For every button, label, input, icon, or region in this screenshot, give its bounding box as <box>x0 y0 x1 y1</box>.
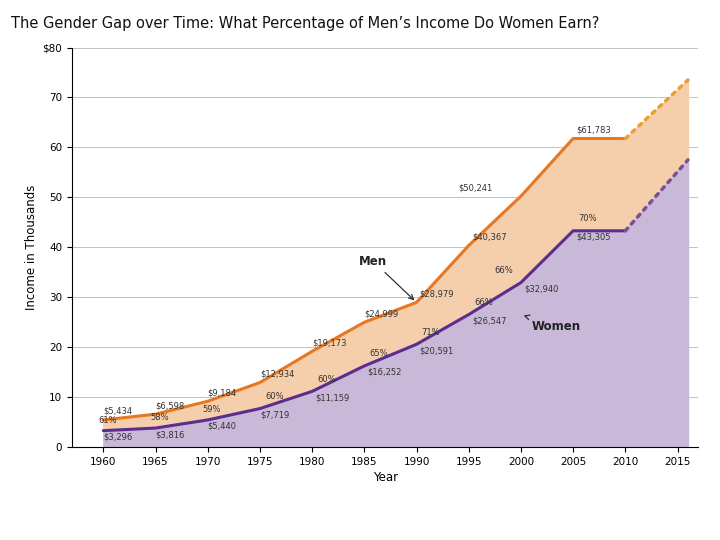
Text: 66%: 66% <box>474 298 492 307</box>
Text: PEARSON: PEARSON <box>613 511 709 530</box>
Text: 58%: 58% <box>150 413 169 422</box>
Text: $24,999: $24,999 <box>364 309 399 318</box>
Text: $5,440: $5,440 <box>208 422 237 431</box>
Text: 61%: 61% <box>98 416 117 424</box>
Text: 66%: 66% <box>495 266 513 275</box>
Text: 60%: 60% <box>265 392 284 401</box>
Text: The Gender Gap over Time: What Percentage of Men’s Income Do Women Earn?: The Gender Gap over Time: What Percentag… <box>11 16 599 31</box>
Text: 71%: 71% <box>422 328 441 337</box>
Text: $20,591: $20,591 <box>420 346 454 355</box>
Text: $43,305: $43,305 <box>576 233 611 242</box>
Text: $16,252: $16,252 <box>367 368 402 377</box>
Text: $11,159: $11,159 <box>315 393 349 402</box>
Text: $3,816: $3,816 <box>156 430 185 439</box>
Text: $9,184: $9,184 <box>208 388 237 397</box>
Text: Men: Men <box>359 255 413 300</box>
Text: $12,934: $12,934 <box>260 369 294 379</box>
Y-axis label: Income in Thousands: Income in Thousands <box>25 185 38 310</box>
Text: 60%: 60% <box>318 375 336 384</box>
Text: $3,296: $3,296 <box>103 433 132 442</box>
Text: $5,434: $5,434 <box>103 407 132 416</box>
Text: Women: Women <box>525 315 580 333</box>
Text: 65%: 65% <box>369 349 388 359</box>
Text: $26,547: $26,547 <box>472 316 506 326</box>
Text: 70%: 70% <box>578 214 597 224</box>
Text: 59%: 59% <box>202 405 221 414</box>
Text: $50,241: $50,241 <box>459 183 492 192</box>
Text: $7,719: $7,719 <box>260 410 289 420</box>
Text: $32,940: $32,940 <box>524 285 559 294</box>
Text: $28,979: $28,979 <box>420 289 454 299</box>
Text: © 2013  Pearson Education, Inc. All rights reserved.: © 2013 Pearson Education, Inc. All right… <box>11 516 282 525</box>
Text: $19,173: $19,173 <box>312 339 346 347</box>
Text: $6,598: $6,598 <box>156 401 185 410</box>
Text: $40,367: $40,367 <box>472 233 506 241</box>
Text: $61,783: $61,783 <box>576 125 611 134</box>
X-axis label: Year: Year <box>373 471 397 484</box>
